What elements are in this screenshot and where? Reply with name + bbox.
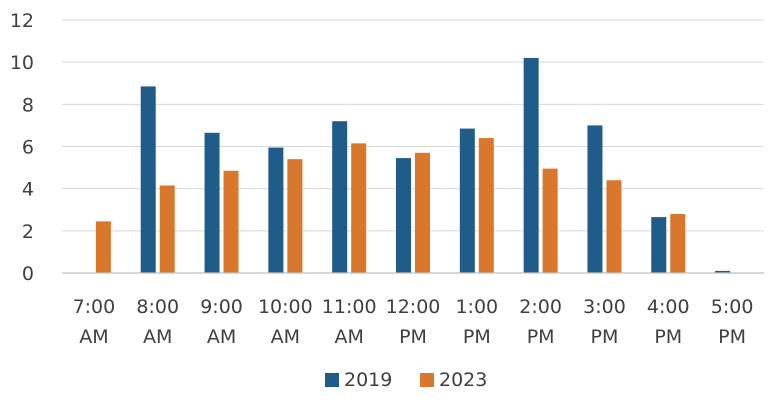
y-tick-label: 6 xyxy=(22,137,34,159)
y-axis: 0 2 4 6 8 10 12 xyxy=(10,10,34,285)
bar-2023-5 xyxy=(415,152,430,273)
y-tick-label: 0 xyxy=(22,263,34,285)
x-tick-label-period: AM xyxy=(271,326,300,348)
bar-2023-4 xyxy=(351,143,367,273)
bar-2019-1 xyxy=(140,86,156,273)
bar-2023-1 xyxy=(159,185,175,273)
bar-2023-8 xyxy=(606,180,622,273)
bar-2023-7 xyxy=(542,168,558,273)
x-tick-label-period: PM xyxy=(463,326,491,348)
x-tick-label-time: 9:00 xyxy=(200,296,243,318)
bar-2023-2 xyxy=(223,170,239,273)
x-tick-label-period: AM xyxy=(79,326,108,348)
y-tick-label: 8 xyxy=(22,94,34,116)
bar-2019-6 xyxy=(459,128,475,273)
bars xyxy=(95,57,731,274)
y-tick-label: 4 xyxy=(22,179,34,201)
bar-2019-5 xyxy=(396,158,411,273)
x-tick-label-time: 11:00 xyxy=(322,296,377,318)
x-tick-label-time: 3:00 xyxy=(583,296,626,318)
bar-2023-6 xyxy=(478,138,494,273)
x-tick-label-time: 4:00 xyxy=(647,296,690,318)
x-tick-label-period: AM xyxy=(207,326,236,348)
gridlines xyxy=(62,19,764,232)
legend: 2019 2023 xyxy=(325,369,487,391)
y-tick-label: 12 xyxy=(10,10,34,32)
bar-2019-8 xyxy=(587,125,603,274)
y-tick-label: 2 xyxy=(22,221,34,243)
x-tick-label-period: AM xyxy=(334,326,363,348)
bar-2023-3 xyxy=(287,159,303,273)
x-tick-label-time: 1:00 xyxy=(455,296,498,318)
legend-label-2019: 2019 xyxy=(344,369,392,391)
x-tick-label-period: PM xyxy=(591,326,619,348)
x-tick-label-time: 12:00 xyxy=(386,296,441,318)
bar-2019-10 xyxy=(715,270,731,273)
x-tick-label-time: 10:00 xyxy=(258,296,313,318)
x-tick-label-period: PM xyxy=(399,326,427,348)
bar-2019-2 xyxy=(204,132,220,273)
legend-swatch-2019 xyxy=(325,373,339,387)
x-tick-label-period: PM xyxy=(527,326,555,348)
legend-label-2023: 2023 xyxy=(439,369,487,391)
bar-2023-9 xyxy=(670,213,686,273)
x-tick-label-period: AM xyxy=(143,326,172,348)
x-tick-label-time: 7:00 xyxy=(73,296,116,318)
bar-2019-3 xyxy=(268,147,284,273)
x-tick-label-period: PM xyxy=(654,326,682,348)
x-tick-label-time: 2:00 xyxy=(519,296,562,318)
bar-2023-0 xyxy=(95,221,111,273)
bar-2019-9 xyxy=(651,217,667,273)
x-tick-label-time: 8:00 xyxy=(136,296,179,318)
y-tick-label: 10 xyxy=(10,52,34,74)
bar-2019-7 xyxy=(523,57,539,274)
bar-2019-4 xyxy=(332,121,348,273)
x-tick-label-period: PM xyxy=(718,326,746,348)
legend-swatch-2023 xyxy=(420,373,434,387)
x-tick-label-time: 5:00 xyxy=(711,296,754,318)
x-axis: 7:00 AM 8:00 AM 9:00 AM 10:00 AM 11:00 AM 12:00 PM 1… xyxy=(62,272,764,348)
